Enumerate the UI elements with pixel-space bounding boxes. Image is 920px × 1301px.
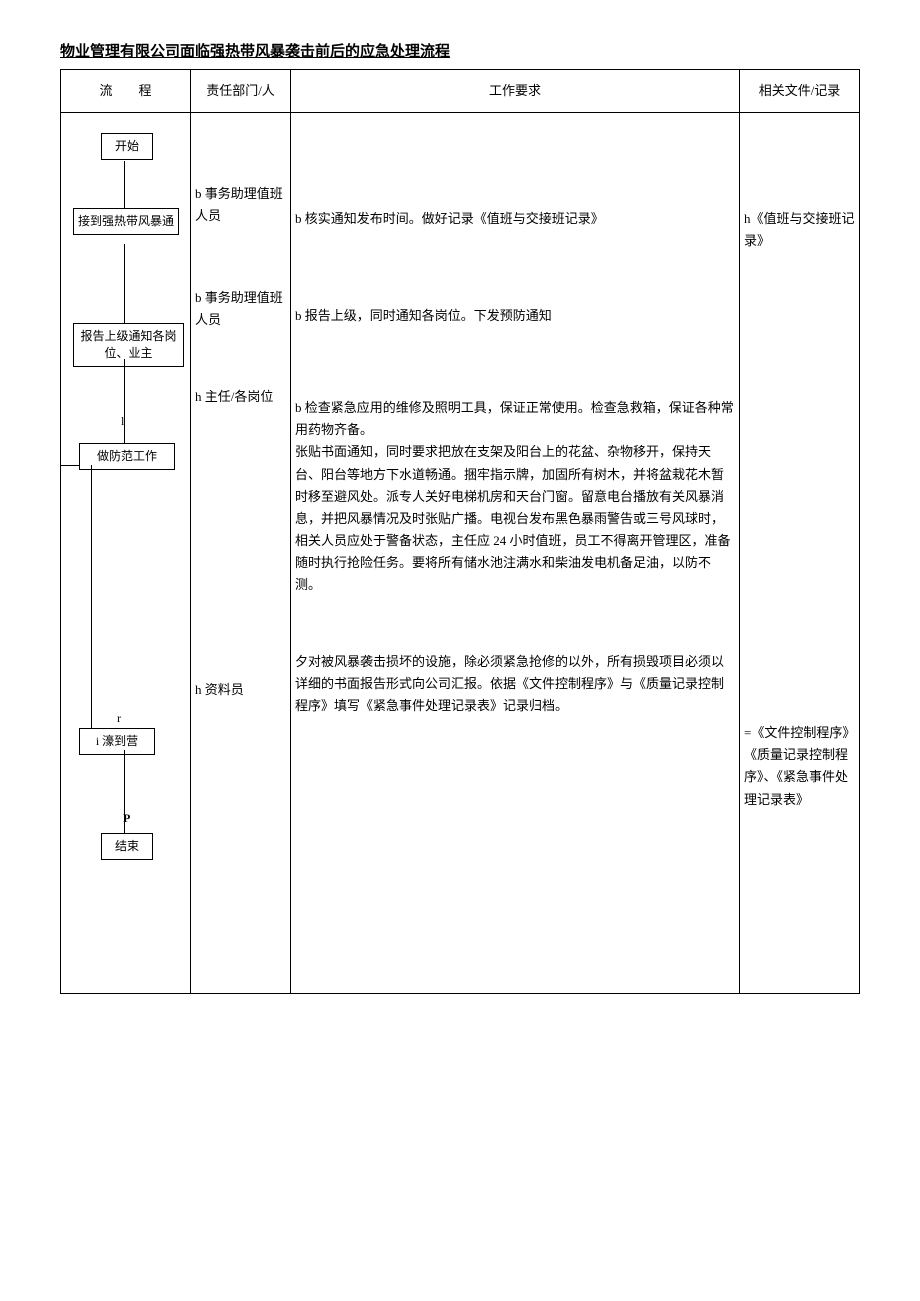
flow-mark-r: r: [117, 708, 121, 728]
header-flow: 流 程: [61, 70, 191, 113]
doc-row-3: =《文件控制程序》《质量记录控制程序》、《紧急事件处理记录表》: [744, 722, 855, 810]
req-row-2: b 检查紧急应用的维修及照明工具，保证正常使用。检查急救箱，保证各种常用药物齐备…: [295, 397, 735, 596]
table-body-row: 开始 接到强热带风暴通 报告上级通知各岗位、业主 做防范工作 i 濠到营 结束 …: [61, 113, 860, 994]
flow-node-step1: 接到强热带风暴通: [73, 208, 179, 235]
doc-row-0: h《值班与交接班记录》: [744, 208, 855, 252]
header-req: 工作要求: [291, 70, 740, 113]
flowchart: 开始 接到强热带风暴通 报告上级通知各岗位、业主 做防范工作 i 濠到营 结束 …: [61, 113, 190, 993]
header-doc: 相关文件/记录: [740, 70, 860, 113]
page-title: 物业管理有限公司面临强热带风暴袭击前后的应急处理流程: [60, 40, 860, 61]
dept-row-2: h 主任/各岗位: [195, 386, 286, 408]
flow-node-end: 结束: [101, 833, 153, 860]
flowchart-cell: 开始 接到强热带风暴通 报告上级通知各岗位、业主 做防范工作 i 濠到营 结束 …: [61, 113, 191, 994]
flow-line: [61, 465, 79, 466]
flow-line: [124, 161, 125, 208]
dept-row-1: b 事务助理值班人员: [195, 287, 286, 331]
flow-node-start: 开始: [101, 133, 153, 160]
doc-cell: h《值班与交接班记录》 =《文件控制程序》《质量记录控制程序》、《紧急事件处理记…: [740, 113, 860, 994]
req-row-3: 夕对被风暴袭击损坏的设施，除必须紧急抢修的以外，所有损毁项目必须以详细的书面报告…: [295, 651, 735, 717]
flow-node-step2: 报告上级通知各岗位、业主: [73, 323, 184, 367]
table-header-row: 流 程 责任部门/人 工作要求 相关文件/记录: [61, 70, 860, 113]
req-cell: b 核实通知发布时间。做好记录《值班与交接班记录》 b 报告上级，同时通知各岗位…: [291, 113, 740, 994]
flow-node-step4: i 濠到营: [79, 728, 155, 755]
flow-line: [91, 465, 92, 728]
flow-node-step3: 做防范工作: [79, 443, 175, 470]
header-dept: 责任部门/人: [191, 70, 291, 113]
flow-line: [124, 750, 125, 833]
flow-line: [124, 359, 125, 443]
dept-row-0: b 事务助理值班人员: [195, 183, 286, 227]
dept-cell: b 事务助理值班人员 b 事务助理值班人员 h 主任/各岗位 h 资料员: [191, 113, 291, 994]
req-row-1: b 报告上级，同时通知各岗位。下发预防通知: [295, 305, 735, 327]
dept-row-3: h 资料员: [195, 679, 286, 701]
flow-table: 流 程 责任部门/人 工作要求 相关文件/记录 开始 接到强热带风暴通 报告上级…: [60, 69, 860, 994]
req-row-0: b 核实通知发布时间。做好记录《值班与交接班记录》: [295, 208, 735, 230]
flow-line: [124, 244, 125, 323]
